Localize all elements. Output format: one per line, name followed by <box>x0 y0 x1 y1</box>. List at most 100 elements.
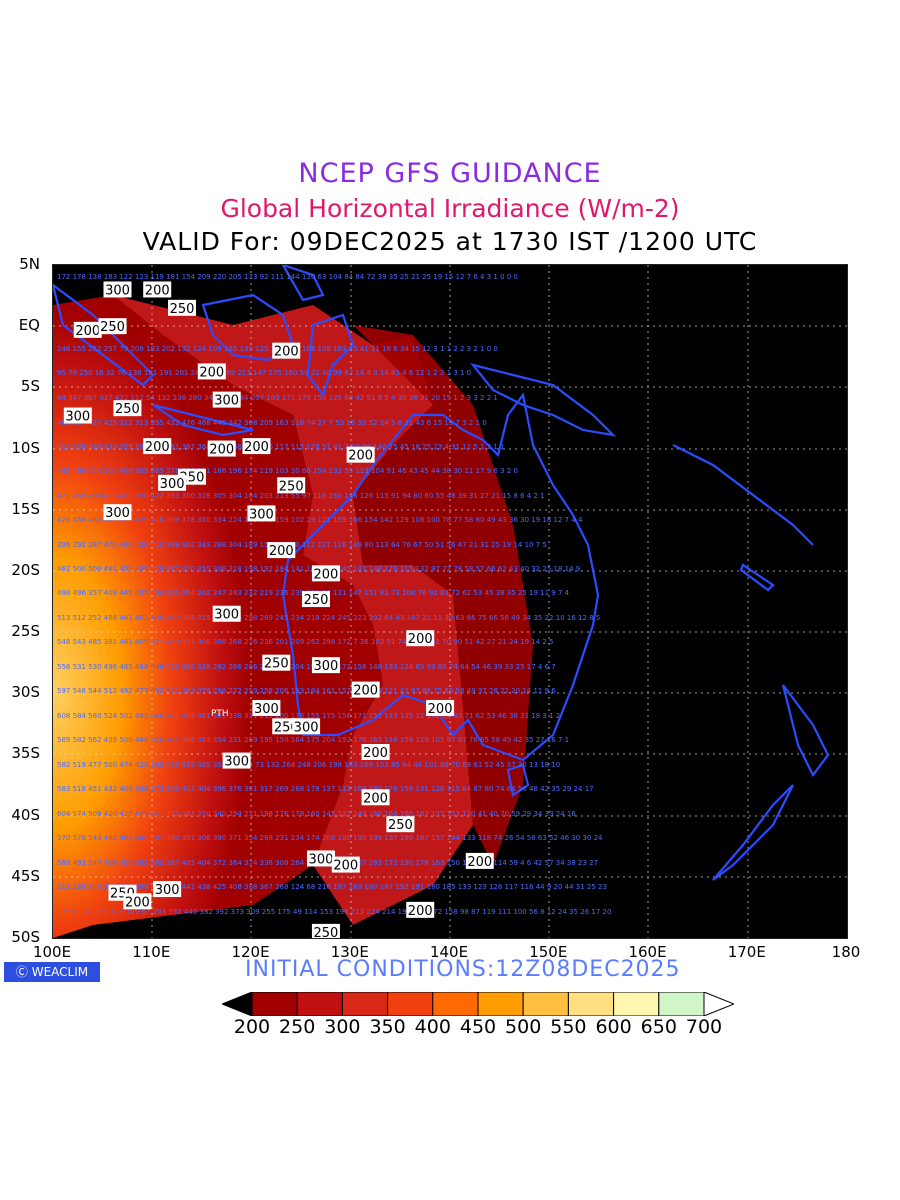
contour-label: 200 <box>361 789 390 806</box>
colorbar-label: 400 <box>414 1016 451 1038</box>
svg-text:200: 200 <box>408 904 433 919</box>
svg-text:250: 250 <box>279 479 304 494</box>
svg-text:200: 200 <box>428 702 453 717</box>
svg-text:300: 300 <box>65 410 90 425</box>
colorbar-segment <box>341 992 389 1016</box>
contour-label: 200 <box>406 630 435 647</box>
contour-label: 300 <box>212 391 241 409</box>
svg-text:415 339 435 439 355 299 361 38: 415 339 435 439 355 299 361 381 367 368 … <box>57 443 505 451</box>
contour-label: 200 <box>465 852 494 870</box>
colorbar-label: 250 <box>279 1016 316 1038</box>
lon-label-170e: 170E <box>727 943 766 961</box>
svg-text:296 292 287 470 448 429 410 38: 296 292 287 470 448 429 410 389 362 343 … <box>57 541 547 549</box>
svg-text:250: 250 <box>170 302 195 317</box>
title-valid-time: VALID For: 09DEC2025 at 1730 IST /1200 U… <box>142 227 758 256</box>
colorbar-label: 700 <box>685 1016 723 1038</box>
colorbar-label: 500 <box>505 1016 542 1038</box>
colorbar-segment <box>296 992 343 1016</box>
svg-text:250: 250 <box>115 402 140 417</box>
contour-label: 200 <box>242 438 271 455</box>
svg-text:250: 250 <box>314 926 339 938</box>
svg-text:200: 200 <box>408 632 433 647</box>
contour-label: 200 <box>143 438 172 455</box>
new-zealand-north <box>781 684 830 778</box>
svg-text:556 531 530 496 485 468 446 42: 556 531 530 496 485 468 446 425 386 328 … <box>57 663 556 671</box>
svg-text:597 546 544 512 492 477 452 42: 597 546 544 512 492 477 452 421 393 379 … <box>57 687 556 695</box>
svg-text:200: 200 <box>125 895 150 910</box>
svg-text:200: 200 <box>363 791 388 806</box>
colorbar-label: 600 <box>595 1016 632 1038</box>
lon-label-100e: 100E <box>32 943 72 961</box>
lat-label-45s: 45S <box>11 866 40 885</box>
svg-text:570 576 543 482 464 449 387 38: 570 576 543 482 464 449 387 380 351 306 … <box>57 834 603 842</box>
contour-label: 300 <box>247 505 276 522</box>
lat-label-5n: 5N <box>19 255 40 273</box>
city-label-perth: PTH <box>211 709 229 719</box>
philippines-coast <box>281 265 325 302</box>
contour-label: 300 <box>63 407 92 425</box>
svg-text:200: 200 <box>269 544 294 559</box>
new-zealand-south <box>712 784 794 881</box>
lat-label-eq: EQ <box>18 316 40 335</box>
lon-label-160e: 160E <box>628 943 667 961</box>
svg-text:589 582 562 439 500 486 456 41: 589 582 562 439 500 486 456 412 396 383 … <box>57 736 569 744</box>
weaclim-logo: Ⓒ WEACLIM <box>4 962 100 982</box>
svg-text:250: 250 <box>388 818 413 833</box>
lat-label-50s: 50S <box>11 928 40 946</box>
svg-text:200: 200 <box>75 324 100 339</box>
svg-text:200: 200 <box>348 449 373 464</box>
colorbar-label: 550 <box>550 1016 587 1038</box>
colorbar-label: 200 <box>233 1016 271 1038</box>
contour-label: 250 <box>311 923 340 938</box>
contour-label: 300 <box>103 281 132 298</box>
contour-label: 300 <box>252 699 281 717</box>
lat-label-10s: 10S <box>11 438 40 457</box>
contour-label: 250 <box>262 654 291 672</box>
lat-label-15s: 15S <box>11 499 40 518</box>
svg-text:300: 300 <box>160 477 185 492</box>
lon-label-110e: 110E <box>132 943 171 961</box>
contour-label: 300 <box>306 850 335 867</box>
lat-label-25s: 25S <box>11 622 40 641</box>
new-guinea-coast <box>470 363 617 437</box>
colorbar-segment <box>658 992 705 1016</box>
low-irradiance-zone <box>353 325 533 865</box>
svg-text:548 543 485 381 481 465 427 41: 548 543 485 381 481 465 427 419 393 300 … <box>57 638 554 646</box>
svg-text:200: 200 <box>244 440 269 455</box>
lon-label-130e: 130E <box>330 943 369 961</box>
contour-label: 250 <box>302 591 331 608</box>
svg-text:300: 300 <box>254 702 279 717</box>
colorbar-segment <box>522 992 569 1016</box>
contour-label: 200 <box>197 363 226 380</box>
colorbar-over-triangle <box>703 992 734 1016</box>
colorbar-segment <box>387 992 434 1016</box>
svg-text:250: 250 <box>100 320 125 335</box>
svg-text:200: 200 <box>333 859 358 874</box>
contour-label: 200 <box>311 565 340 582</box>
svg-text:200: 200 <box>314 567 339 582</box>
svg-text:582 519 477 500 474 420 393 43: 582 519 477 500 474 420 393 435 429 365 … <box>57 761 560 769</box>
svg-text:604 574 508 420 425 427 421 38: 604 574 508 420 425 427 421 383 363 350 … <box>57 810 576 818</box>
contour-label: 300 <box>222 752 251 770</box>
svg-text:200: 200 <box>199 365 224 380</box>
lon-label-180: 180 <box>831 943 861 961</box>
australia-coast <box>281 392 600 762</box>
svg-text:250: 250 <box>264 657 289 672</box>
lat-label-40s: 40S <box>11 805 40 824</box>
contour-label: 200 <box>346 446 375 464</box>
contour-label: 300 <box>212 605 241 623</box>
brand-text: WEACLIM <box>31 965 89 979</box>
svg-text:469 387 437 425 312 313 355 43: 469 387 437 425 312 313 355 432 476 468 … <box>57 419 487 427</box>
contour-label: 200 <box>426 699 455 717</box>
colorbar-label: 450 <box>459 1016 497 1038</box>
contour-label: 300 <box>292 718 321 735</box>
svg-text:300: 300 <box>105 506 130 521</box>
contour-label: 300 <box>103 504 132 521</box>
svg-text:300: 300 <box>224 755 249 770</box>
svg-text:200: 200 <box>363 746 388 761</box>
islands-east <box>672 444 814 546</box>
initial-conditions: INITIAL CONDITIONS:12Z08DEC2025 <box>245 957 681 982</box>
new-caledonia-coast <box>739 563 775 592</box>
lat-label-5s: 5S <box>20 377 40 396</box>
